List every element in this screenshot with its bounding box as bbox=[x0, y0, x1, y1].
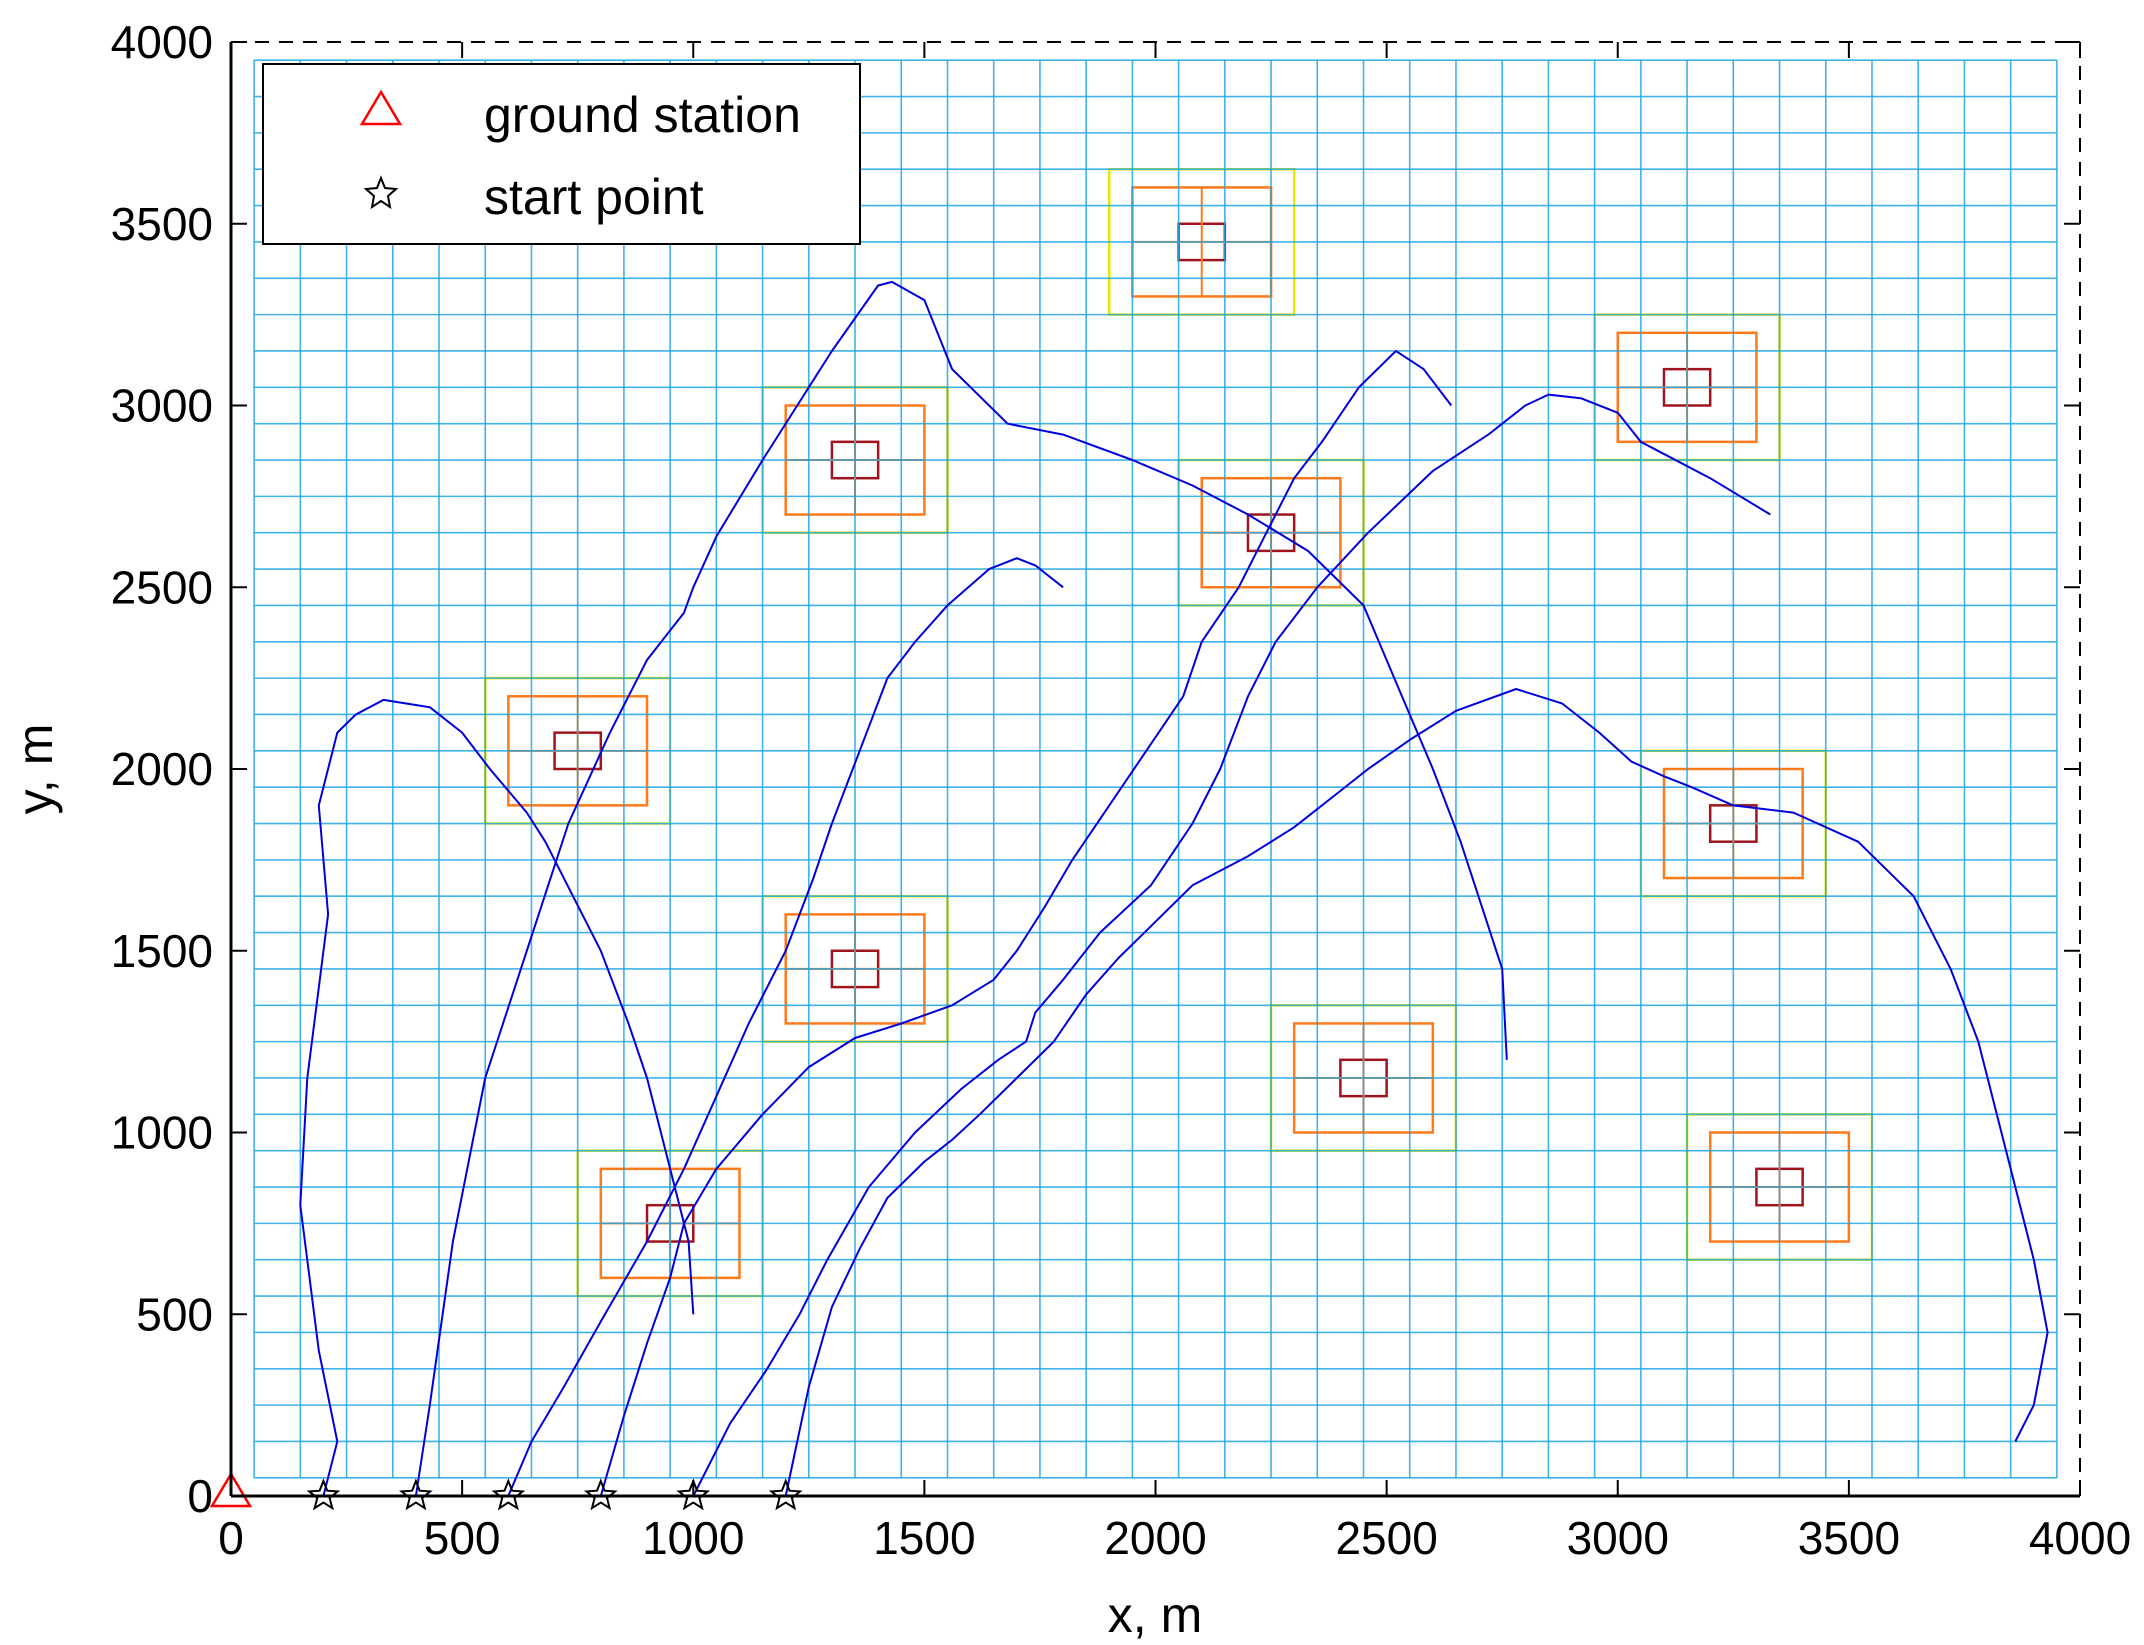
legend-label-start-point: start point bbox=[484, 169, 704, 225]
x-tick-label: 2000 bbox=[1104, 1512, 1206, 1564]
trajectory-5 bbox=[784, 688, 2049, 1497]
legend-triangle-icon bbox=[359, 89, 403, 126]
start-point-marker-2 bbox=[491, 1478, 526, 1511]
x-tick-label: 2500 bbox=[1335, 1512, 1437, 1564]
legend: ground station start point bbox=[262, 63, 861, 245]
y-tick-label: 0 bbox=[187, 1470, 213, 1522]
trajectory-3 bbox=[599, 350, 1453, 1497]
x-axis-label: x, m bbox=[1108, 1587, 1202, 1643]
y-tick-label: 500 bbox=[136, 1288, 213, 1340]
x-tick-label: 3500 bbox=[1798, 1512, 1900, 1564]
trajectory-1 bbox=[414, 280, 1508, 1497]
trajectory-series-layer bbox=[299, 280, 2049, 1497]
start-point-marker-3 bbox=[583, 1478, 618, 1511]
y-tick-label: 2500 bbox=[111, 561, 213, 613]
legend-label-ground-station: ground station bbox=[484, 87, 801, 143]
start-point-marker-1 bbox=[398, 1478, 433, 1511]
grid-layer bbox=[253, 59, 2058, 1479]
legend-box bbox=[262, 63, 861, 245]
trajectory-4 bbox=[692, 393, 1771, 1497]
y-tick-label: 3500 bbox=[111, 198, 213, 250]
x-tick-label: 3000 bbox=[1567, 1512, 1669, 1564]
x-tick-label: 1500 bbox=[873, 1512, 975, 1564]
markers-layer bbox=[209, 1471, 803, 1511]
y-tick-label: 4000 bbox=[111, 16, 213, 68]
ground-station-marker bbox=[209, 1471, 253, 1508]
start-point-marker-4 bbox=[676, 1478, 711, 1511]
start-point-marker-0 bbox=[306, 1478, 341, 1511]
y-tick-label: 1000 bbox=[111, 1107, 213, 1159]
legend-star-icon bbox=[363, 175, 399, 210]
y-tick-label: 3000 bbox=[111, 380, 213, 432]
start-point-marker-5 bbox=[768, 1478, 803, 1511]
y-tick-label: 2000 bbox=[111, 743, 213, 795]
x-tick-label: 4000 bbox=[2029, 1512, 2131, 1564]
y-axis-label: y, m bbox=[7, 724, 63, 815]
y-tick-label: 1500 bbox=[111, 925, 213, 977]
x-tick-label: 500 bbox=[424, 1512, 501, 1564]
trajectory-2 bbox=[507, 557, 1064, 1497]
x-tick-label: 0 bbox=[218, 1512, 244, 1564]
trajectory-0 bbox=[299, 698, 695, 1497]
x-tick-label: 1000 bbox=[642, 1512, 744, 1564]
ticks-layer: 0 500 1000 1500 2000 2500 3000 3500 4000 0 500 1000… bbox=[111, 16, 2132, 1564]
